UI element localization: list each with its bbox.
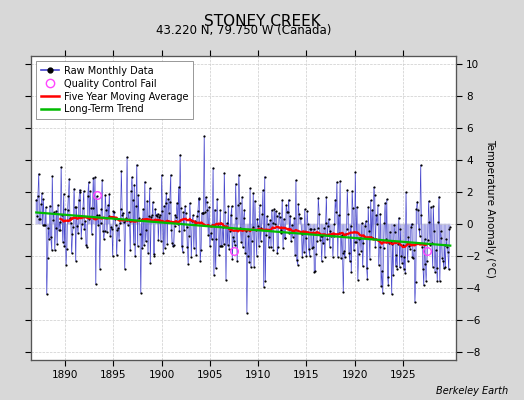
Title: 43.220 N, 79.750 W (Canada): 43.220 N, 79.750 W (Canada) bbox=[156, 24, 331, 37]
Text: STONEY CREEK: STONEY CREEK bbox=[204, 14, 320, 29]
Legend: Raw Monthly Data, Quality Control Fail, Five Year Moving Average, Long-Term Tren: Raw Monthly Data, Quality Control Fail, … bbox=[36, 61, 193, 119]
Text: Berkeley Earth: Berkeley Earth bbox=[436, 386, 508, 396]
Y-axis label: Temperature Anomaly (°C): Temperature Anomaly (°C) bbox=[486, 138, 496, 278]
